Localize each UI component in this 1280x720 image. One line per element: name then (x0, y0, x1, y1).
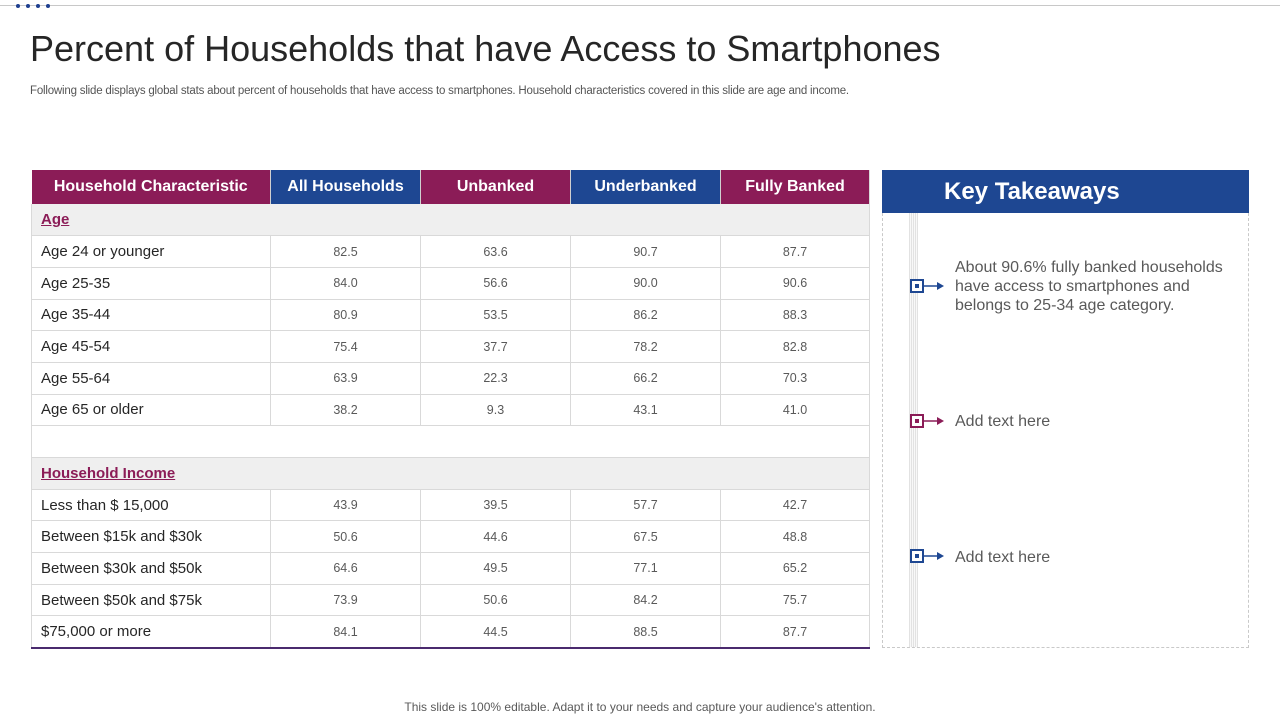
cell-underbanked: 78.2 (570, 330, 721, 363)
cell-fully-banked: 90.6 (720, 267, 870, 300)
cell-all-households: 73.9 (270, 584, 421, 617)
cell-all-households: 64.6 (270, 552, 421, 585)
cell-unbanked: 50.6 (420, 584, 571, 617)
table-row: Between $15k and $30k 50.6 44.6 67.5 48.… (31, 520, 870, 554)
bullet-square-icon (910, 549, 924, 563)
key-takeaways-title: Key Takeaways (944, 178, 1120, 205)
cell-fully-banked: 41.0 (720, 394, 870, 427)
cell-unbanked: 9.3 (420, 394, 571, 427)
row-label: Between $50k and $75k (31, 584, 271, 617)
page-subtitle: Following slide displays global stats ab… (30, 85, 849, 97)
cell-underbanked: 57.7 (570, 489, 721, 522)
row-label: Between $30k and $50k (31, 552, 271, 585)
key-takeaways-header: Key Takeaways (882, 170, 1249, 213)
cell-unbanked: 63.6 (420, 235, 571, 268)
cell-underbanked: 90.0 (570, 267, 721, 300)
header-all-households: All Households (270, 170, 421, 204)
header-fully-banked: Fully Banked (720, 170, 870, 204)
cell-fully-banked: 75.7 (720, 584, 870, 617)
timeline-rail (909, 213, 918, 647)
table-row: Age 35-44 80.9 53.5 86.2 88.3 (31, 299, 870, 332)
cell-underbanked: 77.1 (570, 552, 721, 585)
decorative-dots (16, 4, 50, 8)
cell-all-households: 84.1 (270, 615, 421, 649)
takeaway-text: About 90.6% fully banked households have… (955, 259, 1223, 314)
arrow-right-icon (924, 282, 944, 290)
section-row-household-income: Household Income (31, 457, 870, 490)
cell-underbanked: 67.5 (570, 520, 721, 554)
row-label: Age 45-54 (31, 330, 271, 363)
row-label: Age 65 or older (31, 394, 271, 427)
cell-underbanked: 66.2 (570, 362, 721, 395)
cell-all-households: 50.6 (270, 520, 421, 554)
cell-unbanked: 49.5 (420, 552, 571, 585)
row-label: Age 35-44 (31, 299, 271, 332)
cell-all-households: 38.2 (270, 394, 421, 427)
smartphone-access-table: Household Characteristic All Households … (31, 170, 870, 649)
row-label: Less than $ 15,000 (31, 489, 271, 522)
cell-underbanked: 88.5 (570, 615, 721, 649)
cell-underbanked: 90.7 (570, 235, 721, 268)
cell-unbanked: 44.5 (420, 615, 571, 649)
cell-fully-banked: 48.8 (720, 520, 870, 554)
cell-unbanked: 44.6 (420, 520, 571, 554)
table-row: Age 55-64 63.9 22.3 66.2 70.3 (31, 362, 870, 395)
cell-unbanked: 37.7 (420, 330, 571, 363)
top-divider (0, 5, 1280, 6)
takeaway-text: Add text here (955, 549, 1051, 566)
cell-fully-banked: 87.7 (720, 615, 870, 649)
table-row: Age 25-35 84.0 56.6 90.0 90.6 (31, 267, 870, 300)
header-household-characteristic: Household Characteristic (31, 170, 271, 204)
cell-fully-banked: 88.3 (720, 299, 870, 332)
cell-fully-banked: 65.2 (720, 552, 870, 585)
header-unbanked: Unbanked (420, 170, 571, 204)
table-row: Age 24 or younger 82.5 63.6 90.7 87.7 (31, 235, 870, 268)
table-row: Less than $ 15,000 43.9 39.5 57.7 42.7 (31, 489, 870, 522)
table-row: Between $50k and $75k 73.9 50.6 84.2 75.… (31, 584, 870, 617)
row-label: Age 55-64 (31, 362, 271, 395)
arrow-right-icon (924, 417, 944, 425)
cell-underbanked: 43.1 (570, 394, 721, 427)
row-label: Age 24 or younger (31, 235, 271, 268)
cell-underbanked: 84.2 (570, 584, 721, 617)
row-label: $75,000 or more (31, 615, 271, 649)
cell-unbanked: 22.3 (420, 362, 571, 395)
arrow-right-icon (924, 552, 944, 560)
cell-all-households: 80.9 (270, 299, 421, 332)
key-takeaways-panel (882, 213, 1249, 648)
section-label-age: Age (41, 211, 70, 229)
cell-all-households: 43.9 (270, 489, 421, 522)
table-header-row: Household Characteristic All Households … (31, 170, 870, 204)
cell-all-households: 84.0 (270, 267, 421, 300)
cell-all-households: 75.4 (270, 330, 421, 363)
page-title: Percent of Households that have Access t… (30, 28, 941, 69)
cell-underbanked: 86.2 (570, 299, 721, 332)
bullet-square-icon (910, 414, 924, 428)
cell-fully-banked: 42.7 (720, 489, 870, 522)
row-label: Age 25-35 (31, 267, 271, 300)
table-row: Age 45-54 75.4 37.7 78.2 82.8 (31, 330, 870, 363)
cell-fully-banked: 87.7 (720, 235, 870, 268)
cell-unbanked: 56.6 (420, 267, 571, 300)
blank-spacer-row (31, 425, 870, 458)
cell-fully-banked: 82.8 (720, 330, 870, 363)
footer-note: This slide is 100% editable. Adapt it to… (404, 700, 876, 714)
section-row-age: Age (31, 204, 870, 237)
cell-fully-banked: 70.3 (720, 362, 870, 395)
row-label: Between $15k and $30k (31, 520, 271, 554)
header-underbanked: Underbanked (570, 170, 721, 204)
section-label-household-income: Household Income (41, 464, 176, 482)
table-row: Between $30k and $50k 64.6 49.5 77.1 65.… (31, 552, 870, 585)
cell-unbanked: 39.5 (420, 489, 571, 522)
takeaway-text: Add text here (955, 413, 1051, 430)
table-row: Age 65 or older 38.2 9.3 43.1 41.0 (31, 394, 870, 427)
bullet-square-icon (910, 279, 924, 293)
cell-unbanked: 53.5 (420, 299, 571, 332)
cell-all-households: 63.9 (270, 362, 421, 395)
table-row: $75,000 or more 84.1 44.5 88.5 87.7 (31, 615, 870, 649)
cell-all-households: 82.5 (270, 235, 421, 268)
